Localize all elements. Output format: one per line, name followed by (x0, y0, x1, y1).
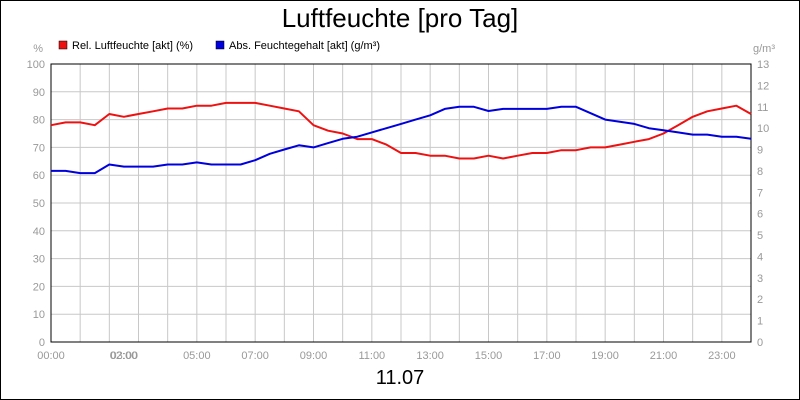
legend-label: Rel. Luftfeuchte [akt] (%) (72, 40, 193, 52)
y-tick-label-right: 1 (757, 316, 763, 328)
x-tick-label: 03:00 (111, 350, 139, 362)
x-tick-label: 05:00 (183, 350, 211, 362)
date-label: 11.07 (375, 367, 425, 389)
x-tick-label: 11:00 (358, 350, 385, 362)
chart-title: Luftfeuchte [pro Tag] (281, 3, 519, 33)
series-line-abs-humidity (51, 105, 752, 175)
x-tick-label: 23:00 (708, 350, 736, 362)
legend-swatch (215, 40, 225, 50)
y-tick-label-left: 10 (33, 309, 45, 321)
right-axis-unit: g/m³ (753, 43, 775, 55)
y-tick-label-right: 3 (757, 273, 763, 285)
series-line-rel-humidity (50, 101, 752, 160)
left-axis-unit: % (33, 43, 43, 55)
x-tick-label: 02:00 (110, 350, 138, 362)
x-tick-label: 21:00 (650, 350, 678, 362)
y-tick-label-right: 7 (757, 187, 763, 199)
y-tick-label-right: 9 (757, 145, 763, 157)
y-tick-label-left: 30 (33, 254, 45, 266)
y-tick-label-left: 60 (33, 170, 45, 182)
x-tick-label: 19:00 (591, 350, 619, 362)
y-tick-label-right: 11 (757, 102, 768, 114)
y-tick-label-right: 4 (757, 251, 763, 263)
x-tick-label: 13:00 (416, 350, 444, 362)
y-tick-label-right: 12 (757, 80, 769, 92)
x-tick-label: 07:00 (241, 350, 269, 362)
y-tick-label-right: 13 (757, 59, 769, 71)
x-tick-label: 15:00 (475, 350, 503, 362)
legend-swatch (58, 40, 68, 50)
y-tick-label-left: 70 (33, 142, 45, 154)
x-tick-label: 09:00 (300, 350, 328, 362)
y-tick-label-left: 100 (27, 59, 45, 71)
y-tick-label-right: 6 (757, 209, 763, 221)
y-tick-label-left: 0 (39, 337, 45, 349)
y-tick-label-right: 8 (757, 166, 763, 178)
x-tick-label: 00:00 (37, 350, 65, 362)
y-tick-label-left: 90 (33, 87, 45, 99)
y-tick-label-left: 20 (33, 281, 45, 293)
y-tick-label-left: 50 (33, 198, 45, 210)
x-tick-label: 17:00 (533, 350, 561, 362)
legend-label: Abs. Feuchtegehalt [akt] (g/m³) (229, 40, 380, 52)
y-tick-label-right: 5 (757, 230, 763, 242)
y-tick-label-left: 40 (33, 226, 45, 238)
y-tick-label-right: 10 (757, 123, 769, 135)
plot-border (50, 63, 752, 343)
y-tick-label-left: 80 (33, 115, 45, 127)
y-tick-label-right: 0 (757, 337, 763, 349)
y-tick-label-right: 2 (757, 294, 763, 306)
